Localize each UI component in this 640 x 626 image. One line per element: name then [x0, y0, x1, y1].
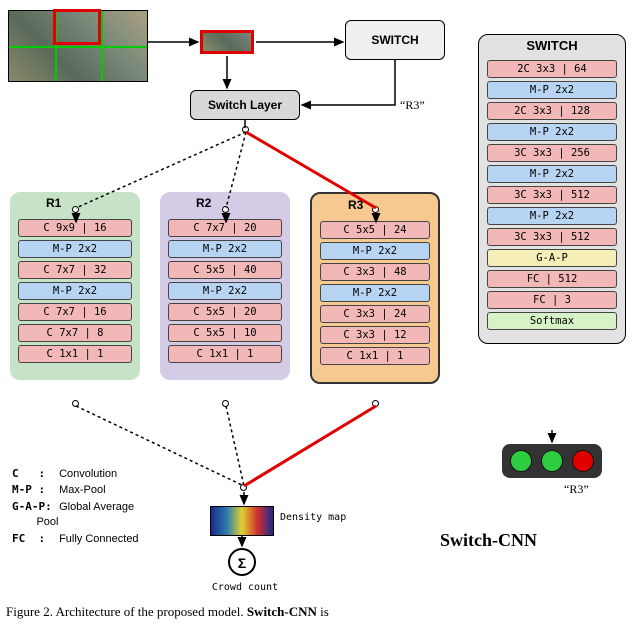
layer-block: G-A-P	[487, 249, 617, 267]
layer-block: M-P 2x2	[320, 284, 430, 302]
layer-block: C 9x9 | 16	[18, 219, 132, 237]
r2-label: R2	[196, 196, 211, 210]
node-r3-out	[372, 400, 379, 407]
layer-block: 3C 3x3 | 256	[487, 144, 617, 162]
layer-block: M-P 2x2	[487, 207, 617, 225]
regressor-r2-panel: R2 C 7x7 | 20 M-P 2x2 C 5x5 | 40 M-P 2x2 C 5…	[160, 192, 290, 380]
legend: C : Convolution M-P : Max-Pool G-A-P: Gl…	[12, 466, 139, 547]
layer-block: C 1x1 | 1	[18, 345, 132, 363]
layer-block: C 5x5 | 24	[320, 221, 430, 239]
traffic-light	[502, 444, 602, 478]
r1-label: R1	[46, 196, 61, 210]
layer-block: M-P 2x2	[18, 282, 132, 300]
r2-layers: C 7x7 | 20 M-P 2x2 C 5x5 | 40 M-P 2x2 C 5x5 …	[168, 219, 282, 363]
density-label: Density map	[280, 512, 346, 523]
density-map	[210, 506, 274, 536]
switch-box: SWITCH	[345, 20, 445, 60]
layer-block: M-P 2x2	[487, 81, 617, 99]
layer-block: C 3x3 | 12	[320, 326, 430, 344]
route-label-top: “R3”	[400, 98, 425, 113]
layer-block: 2C 3x3 | 128	[487, 102, 617, 120]
model-name: Switch-CNN	[440, 530, 537, 551]
node-merge	[240, 484, 247, 491]
node-r3-in	[372, 206, 379, 213]
layer-block: M-P 2x2	[487, 123, 617, 141]
layer-block: C 5x5 | 20	[168, 303, 282, 321]
layer-block: C 7x7 | 32	[18, 261, 132, 279]
layer-block: C 7x7 | 16	[18, 303, 132, 321]
node-r1-in	[72, 206, 79, 213]
route-label-bottom: “R3”	[564, 482, 589, 497]
regressor-r1-panel: R1 C 9x9 | 16 M-P 2x2 C 7x7 | 32 M-P 2x2 C 7…	[10, 192, 140, 380]
r3-layers: C 5x5 | 24 M-P 2x2 C 3x3 | 48 M-P 2x2 C 3x3 …	[320, 221, 430, 365]
layer-block: M-P 2x2	[168, 282, 282, 300]
r1-layers: C 9x9 | 16 M-P 2x2 C 7x7 | 32 M-P 2x2 C 7x7 …	[18, 219, 132, 363]
layer-block: C 3x3 | 24	[320, 305, 430, 323]
layer-block: C 3x3 | 48	[320, 263, 430, 281]
layer-block: C 1x1 | 1	[320, 347, 430, 365]
node-r2-in	[222, 206, 229, 213]
layer-block: 2C 3x3 | 64	[487, 60, 617, 78]
layer-block: M-P 2x2	[487, 165, 617, 183]
r3-label: R3	[348, 198, 363, 212]
switch-layer-box: Switch Layer	[190, 90, 300, 120]
switch-detail-panel: SWITCH 2C 3x3 | 64 M-P 2x2 2C 3x3 | 128 M-P…	[478, 34, 626, 344]
layer-block: M-P 2x2	[168, 240, 282, 258]
selected-patch	[200, 30, 254, 54]
tlight-dot-1	[510, 450, 532, 472]
layer-block: C 5x5 | 40	[168, 261, 282, 279]
node-r1-out	[72, 400, 79, 407]
input-crowd-image	[8, 10, 148, 82]
legend-mp: Max-Pool	[59, 484, 105, 496]
tlight-dot-2	[541, 450, 563, 472]
figure-caption: Figure 2. Architecture of the proposed m…	[6, 604, 329, 620]
layer-block: FC | 512	[487, 270, 617, 288]
legend-fc: Fully Connected	[59, 533, 139, 545]
switch-layers: 2C 3x3 | 64 M-P 2x2 2C 3x3 | 128 M-P 2x2 3C …	[487, 60, 617, 330]
regressor-r3-panel: R3 C 5x5 | 24 M-P 2x2 C 3x3 | 48 M-P 2x2 C 3…	[310, 192, 440, 384]
layer-block: 3C 3x3 | 512	[487, 186, 617, 204]
layer-block: FC | 3	[487, 291, 617, 309]
node-r2-out	[222, 400, 229, 407]
layer-block: C 7x7 | 20	[168, 219, 282, 237]
switch-layer-label: Switch Layer	[208, 98, 282, 112]
tlight-dot-3	[572, 450, 594, 472]
switch-detail-label: SWITCH	[479, 38, 625, 53]
layer-block: Softmax	[487, 312, 617, 330]
crowd-count-label: Crowd count	[200, 582, 290, 593]
layer-block: M-P 2x2	[320, 242, 430, 260]
layer-block: C 1x1 | 1	[168, 345, 282, 363]
layer-block: C 5x5 | 10	[168, 324, 282, 342]
sigma-node: Σ	[228, 548, 256, 576]
layer-block: 3C 3x3 | 512	[487, 228, 617, 246]
layer-block: C 7x7 | 8	[18, 324, 132, 342]
node-top	[242, 126, 249, 133]
legend-c: Convolution	[59, 468, 117, 480]
layer-block: M-P 2x2	[18, 240, 132, 258]
switch-box-label: SWITCH	[371, 33, 418, 47]
